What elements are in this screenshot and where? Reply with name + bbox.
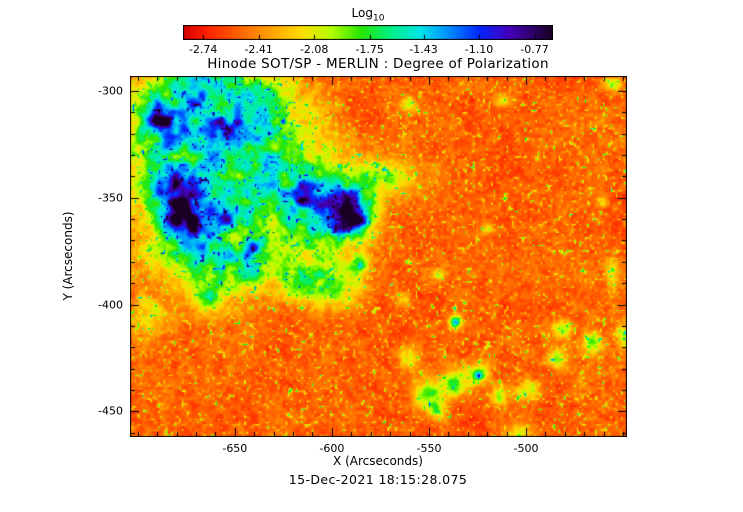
timestamp-caption: 15-Dec-2021 18:15:28.075	[288, 472, 468, 487]
x-tick-label: -550	[416, 442, 442, 455]
colorbar-tick-label: -1.43	[409, 43, 438, 56]
colorbar-title-subscript: 10	[372, 13, 385, 24]
colorbar-title: Log10	[352, 6, 385, 23]
y-tick-label: -300	[98, 84, 123, 98]
x-tick-label: -650	[222, 442, 248, 455]
colorbar-tick-label: -1.75	[355, 43, 384, 56]
x-tick-label: -600	[319, 442, 345, 455]
colorbar-tick-label: -0.77	[520, 43, 549, 56]
colorbar-tick-label: -1.10	[464, 43, 494, 56]
colorbar-tick-label: -2.74	[188, 43, 218, 56]
heatmap-canvas	[130, 76, 627, 437]
colorbar-title-text: Log	[351, 6, 373, 20]
y-tick-label: -400	[98, 298, 123, 312]
y-axis-label: Y (Arcseconds)	[61, 211, 75, 301]
chart-title: Hinode SOT/SP - MERLIN : Degree of Polar…	[207, 56, 549, 72]
y-tick-label: -450	[98, 404, 123, 418]
colorbar-tick-label: -2.41	[244, 43, 273, 56]
colorbar-tick-label: -2.08	[299, 43, 329, 56]
x-tick-label: -500	[513, 442, 539, 455]
x-axis-label: X (Arcseconds)	[333, 454, 423, 468]
colorbar	[183, 25, 553, 40]
y-tick-label: -350	[98, 191, 123, 205]
